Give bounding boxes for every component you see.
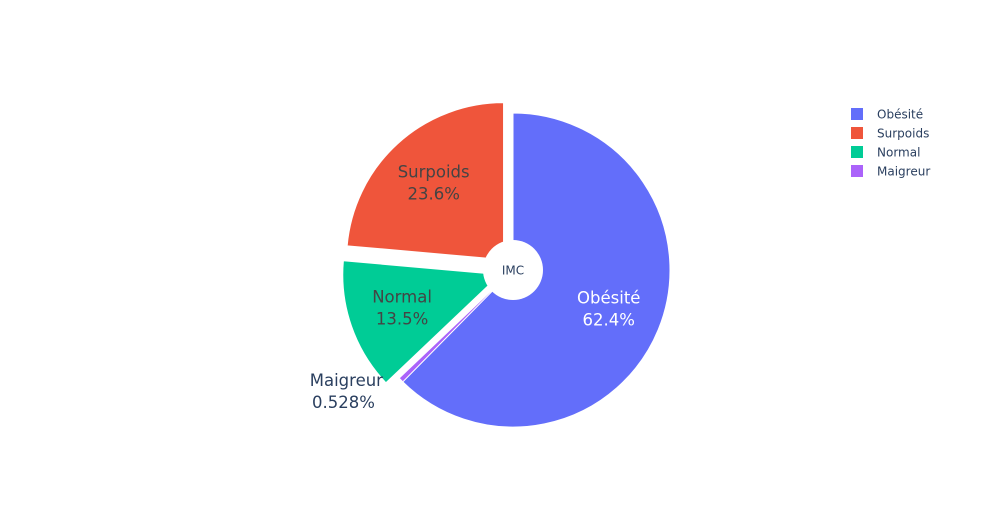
slice-label-maigreur: Maigreur 0.528% [310,371,383,412]
legend: Obésité Surpoids Normal Maigreur [851,108,930,179]
legend-label-normal: Normal [877,146,920,160]
legend-item-surpoids[interactable]: Surpoids [851,127,929,141]
legend-swatch-maigreur [851,165,863,177]
legend-item-maigreur[interactable]: Maigreur [851,165,930,179]
pie-slice-labels: Obésité 62.4% Maigreur 0.528% Normal 13.5% Sur… [310,162,641,411]
center-label: IMC [502,264,524,278]
slice-label-surpoids: Surpoids 23.6% [398,162,470,203]
legend-swatch-normal [851,146,863,158]
slice-surpoids[interactable] [346,102,505,261]
legend-label-maigreur: Maigreur [877,165,930,179]
legend-label-surpoids: Surpoids [877,127,929,141]
slice-normal[interactable] [342,260,501,384]
slice-label-obesite: Obésité 62.4% [577,288,640,329]
slice-label-normal: Normal 13.5% [372,288,432,329]
legend-swatch-surpoids [851,127,863,139]
donut-hole [483,240,543,300]
legend-item-normal[interactable]: Normal [851,146,920,160]
legend-label-obesite: Obésité [877,108,923,122]
legend-item-obesite[interactable]: Obésité [851,108,923,122]
legend-swatch-obesite [851,108,863,120]
slice-maigreur[interactable] [398,269,514,383]
